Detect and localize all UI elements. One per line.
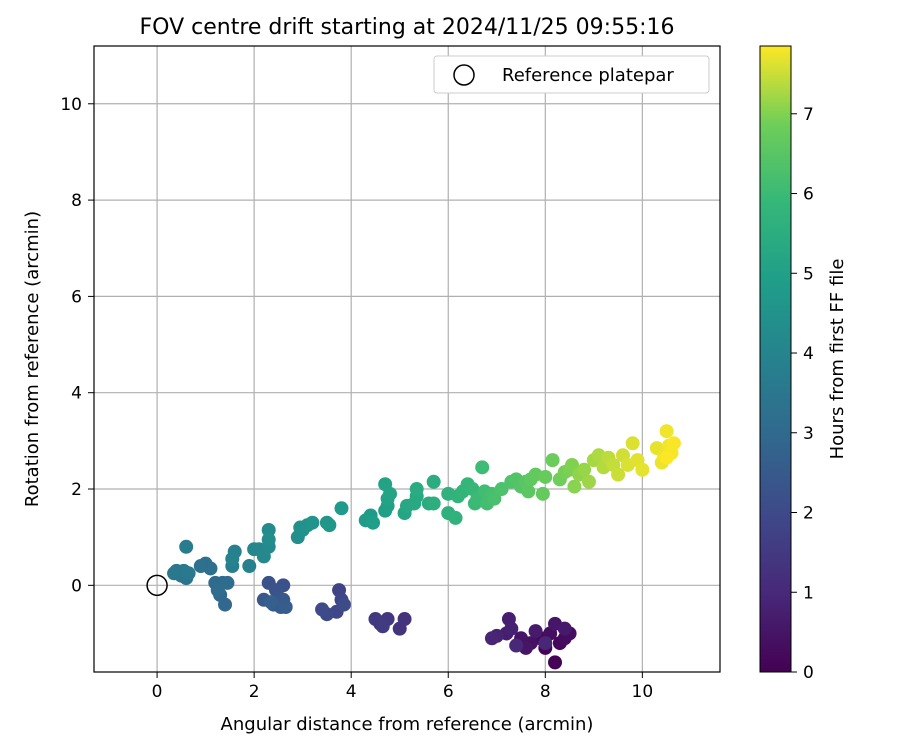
data-point-47	[220, 575, 235, 590]
y-tick-label-1: 2	[71, 480, 82, 500]
colorbar-tick-label-6: 6	[803, 185, 814, 205]
colorbar-gradient	[759, 45, 792, 673]
data-point-139	[659, 424, 674, 439]
data-point-60	[242, 559, 257, 574]
data-point-143	[659, 450, 674, 465]
data-point-116	[545, 453, 560, 468]
data-point-0	[548, 655, 563, 670]
colorbar-tick-label-0: 0	[803, 663, 814, 683]
data-point-67	[261, 532, 276, 547]
data-point-142	[666, 436, 681, 451]
data-point-114	[535, 486, 550, 501]
data-point-55	[167, 566, 182, 581]
data-point-130	[611, 467, 626, 482]
data-point-12	[528, 624, 543, 639]
x-tick-label-2: 4	[346, 682, 357, 702]
data-point-120	[564, 457, 579, 472]
data-point-40	[278, 599, 293, 614]
colorbar-tick-label-1: 1	[803, 583, 814, 603]
data-point-41	[264, 595, 279, 610]
colorbar-tick-label-7: 7	[803, 105, 814, 125]
plot-area-frame	[93, 45, 721, 673]
x-tick-label-4: 8	[540, 682, 551, 702]
data-point-111	[521, 484, 536, 499]
data-point-91	[426, 496, 441, 511]
data-points	[167, 424, 681, 670]
y-tick-label-2: 4	[71, 384, 82, 404]
legend-label: Reference platepar	[502, 65, 674, 86]
data-point-46	[210, 583, 225, 598]
x-tick-label-0: 0	[152, 682, 163, 702]
data-point-30	[315, 602, 330, 617]
data-point-72	[305, 515, 320, 530]
y-tick-label-3: 6	[71, 287, 82, 307]
data-point-121	[567, 479, 582, 494]
data-point-57	[179, 539, 194, 554]
legend-marker	[453, 64, 475, 86]
data-point-66	[261, 522, 276, 537]
data-point-88	[409, 482, 424, 497]
data-point-74	[322, 518, 337, 533]
data-point-135	[635, 462, 650, 477]
data-point-61	[225, 551, 240, 566]
data-point-94	[448, 510, 463, 525]
colorbar-ticks: 0 1 2 3 4 5 6 7	[791, 105, 814, 683]
y-axis-ticks: 0 2 4 6 8 10	[60, 95, 94, 596]
grid-lines	[94, 46, 720, 672]
y-tick-label-0: 0	[71, 576, 82, 596]
chart-title: FOV centre drift starting at 2024/11/25 …	[140, 15, 675, 40]
data-point-101	[475, 460, 490, 475]
y-axis-label: Rotation from reference (arcmin)	[22, 211, 43, 507]
data-point-21	[392, 621, 407, 636]
data-point-105	[487, 491, 502, 506]
data-point-25	[375, 619, 390, 634]
reference-point-marker	[146, 574, 168, 597]
data-point-50	[193, 559, 208, 574]
x-axis-label: Angular distance from reference (arcmin)	[221, 714, 594, 735]
colorbar-tick-label-4: 4	[803, 344, 814, 364]
colorbar-tick-label-5: 5	[803, 264, 814, 284]
data-point-123	[577, 462, 592, 477]
data-point-124	[581, 474, 596, 489]
data-point-31	[336, 597, 351, 612]
y-tick-label-5: 10	[60, 95, 82, 115]
data-point-15	[504, 621, 519, 636]
colorbar: 0 1 2 3 4 5 6 7 Hours from first FF file	[759, 45, 848, 683]
data-point-78	[366, 515, 381, 530]
colorbar-label: Hours from first FF file	[827, 259, 848, 460]
colorbar-tick-label-2: 2	[803, 504, 814, 524]
x-axis-ticks: 0 2 4 6 8 10	[152, 672, 654, 702]
data-point-11	[557, 621, 572, 636]
data-point-106	[494, 482, 509, 497]
y-tick-label-4: 8	[71, 191, 82, 211]
data-point-83	[383, 486, 398, 501]
legend-box	[433, 55, 710, 94]
x-tick-label-5: 10	[632, 682, 654, 702]
data-point-19	[509, 638, 524, 653]
data-point-90	[426, 474, 441, 489]
data-point-56	[181, 566, 196, 581]
data-point-133	[625, 436, 640, 451]
data-point-17	[484, 631, 499, 646]
data-point-18	[538, 636, 553, 651]
data-point-75	[334, 501, 349, 516]
x-tick-label-1: 2	[249, 682, 260, 702]
data-point-115	[538, 469, 553, 484]
colorbar-tick-label-3: 3	[803, 424, 814, 444]
legend: Reference platepar	[433, 55, 710, 94]
x-tick-label-3: 6	[443, 682, 454, 702]
